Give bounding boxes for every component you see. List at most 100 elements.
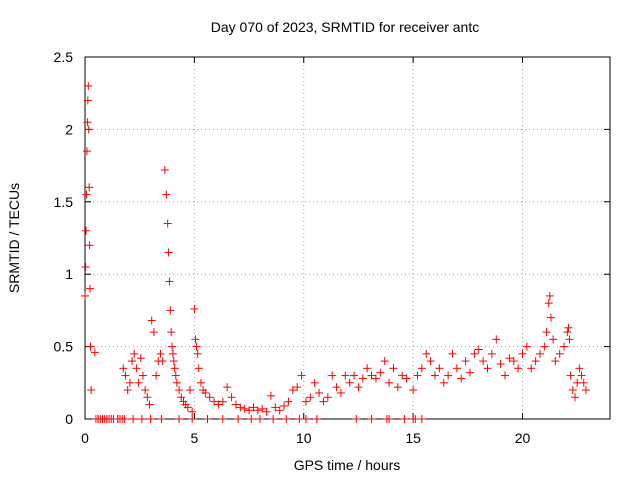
data-point [168,349,177,358]
data-point [82,190,91,199]
data-point [385,415,394,423]
data-point [145,400,154,409]
data-point [85,183,94,192]
x-tick-label: 5 [190,430,198,446]
data-point [280,401,289,410]
data-point [393,383,402,392]
data-point [194,364,203,373]
x-tick-label: 0 [81,430,89,446]
data-point [549,335,558,344]
data-point [487,349,496,358]
y-tick-label: 0 [65,411,73,427]
data-point [435,364,444,373]
data-point [544,299,553,308]
data-point [119,364,128,373]
axis-ticks: 0 0.5 1 1.5 2 2.5 0 5 10 15 20 [54,49,610,446]
data-point [417,364,426,373]
data-point [466,368,474,377]
data-point [417,415,426,423]
data-point [341,371,350,380]
data-point [579,378,588,387]
data-point [536,349,544,358]
y-tick-label: 1.5 [54,194,74,210]
data-point [439,378,448,387]
data-point [306,393,315,402]
data-point [188,407,197,416]
data-point [227,393,236,402]
data-point [166,306,175,315]
data-point [563,328,572,337]
data-point [86,284,95,293]
data-point [509,357,518,366]
data-point [371,374,380,383]
data-point [218,397,227,406]
data-point [505,354,514,363]
data-point [137,415,146,423]
data-point [262,407,271,416]
data-point [121,371,130,380]
data-point [218,415,227,423]
data-point [134,378,143,387]
data-point [398,371,407,380]
data-point [120,415,129,423]
data-point [210,397,219,406]
data-point [186,386,194,395]
data-point [560,342,569,351]
data-point [577,371,586,380]
data-point [310,378,319,387]
data-point [201,388,210,397]
data-point [146,415,155,423]
data-point [336,388,345,397]
data-point [389,364,398,373]
data-point [240,404,249,413]
data-point [158,357,167,366]
data-point [426,357,435,366]
data-point [297,371,306,380]
data-point [249,403,258,412]
data-point [83,118,92,127]
y-tick-label: 0.5 [54,339,74,355]
data-point [431,371,439,380]
data-point [566,371,575,380]
data-point [160,165,169,174]
data-point [193,349,202,358]
data-point [81,262,90,271]
data-point [266,391,275,400]
data-point [284,397,293,406]
data-point [422,349,431,358]
data-point [522,342,531,351]
data-point [175,415,184,423]
data-point [171,371,180,380]
data-point [367,371,376,380]
data-point [581,386,590,395]
data-point [376,368,385,377]
data-point [345,378,354,387]
data-point [247,415,256,423]
data-point [380,357,389,366]
data-point [136,354,145,363]
data-point [546,313,555,322]
chart-title: Day 070 of 2023, SRMTID for receiver ant… [211,19,479,35]
data-point [132,364,141,373]
data-point [352,415,361,423]
data-point [129,415,138,423]
data-point [157,415,166,423]
data-point [457,374,466,383]
data-point [461,357,470,366]
y-tick-label: 2.5 [54,49,74,65]
x-axis-label: GPS time / hours [294,457,401,473]
data-point [323,393,332,402]
data-point [363,364,372,373]
data-point [172,378,181,387]
data-point [138,371,147,380]
data-point [568,386,577,395]
data-point [328,371,337,380]
data-point [312,415,321,423]
plot-frame [84,56,611,420]
data-point [470,349,479,358]
data-point [540,342,549,351]
data-point [531,357,540,366]
data-point [245,406,254,415]
x-tick-label: 20 [515,430,531,446]
